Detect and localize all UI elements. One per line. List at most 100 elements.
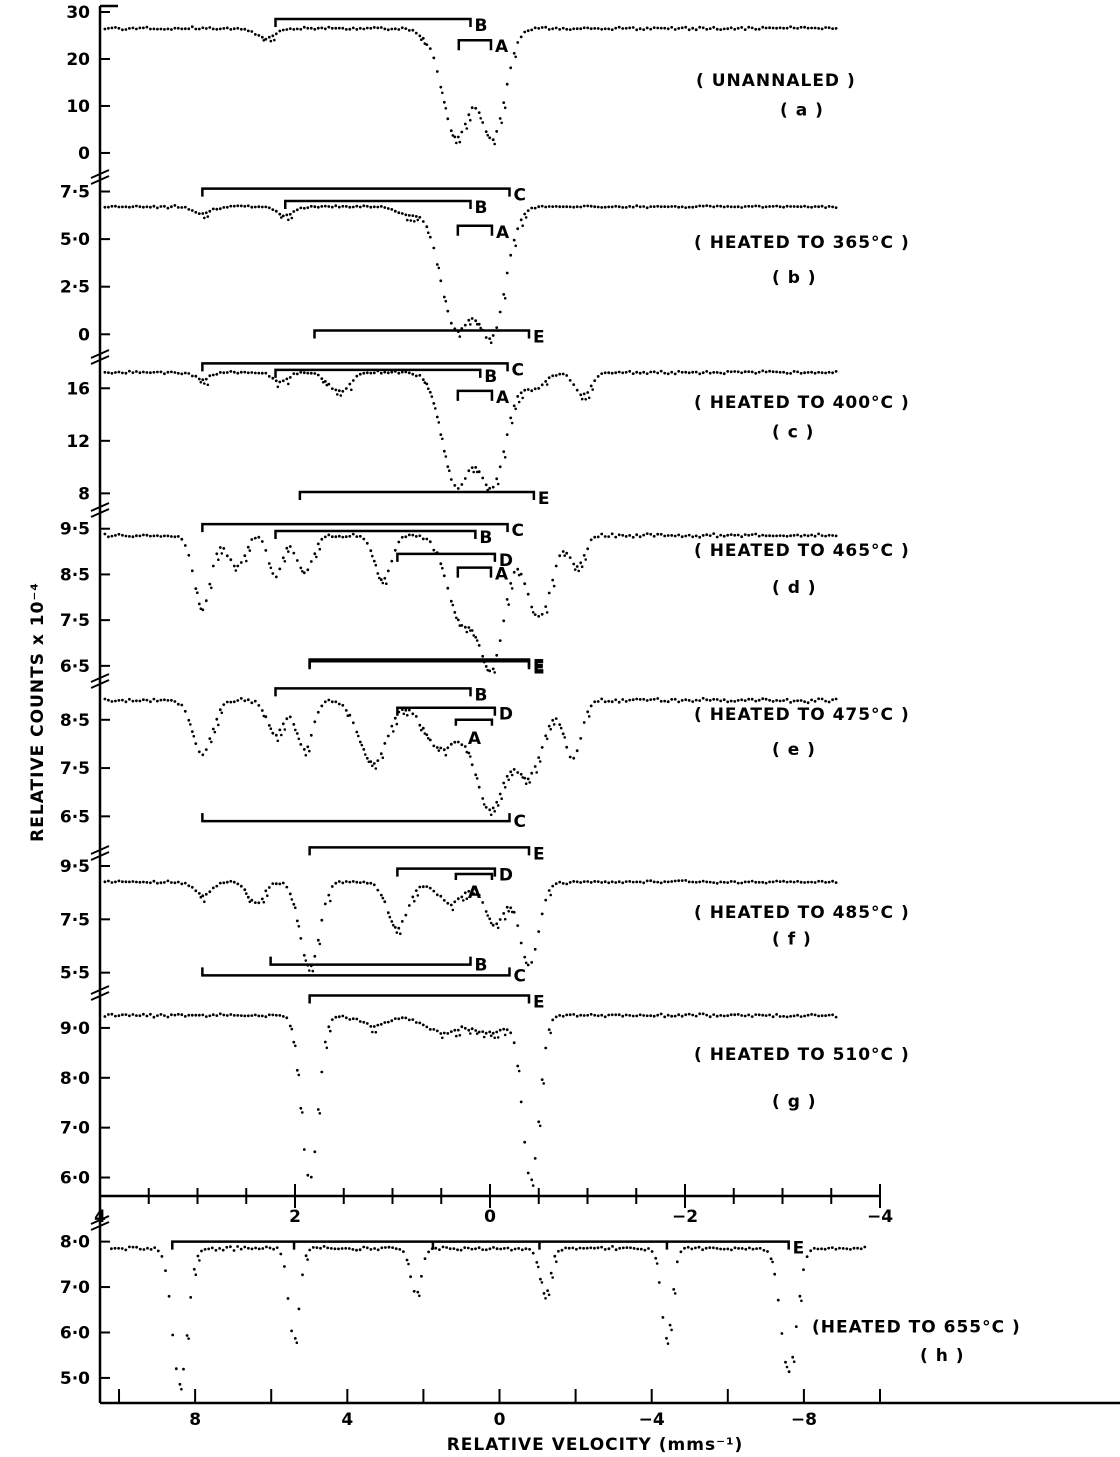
data-point <box>400 26 404 30</box>
data-point <box>523 955 527 959</box>
data-point <box>519 35 523 39</box>
data-point <box>805 1255 809 1258</box>
data-point <box>467 626 471 629</box>
data-point <box>194 1013 198 1017</box>
data-point <box>743 28 747 31</box>
data-point <box>802 1268 805 1272</box>
data-point <box>736 1013 740 1016</box>
data-point <box>421 537 425 541</box>
data-point <box>173 371 177 374</box>
data-point <box>453 484 457 487</box>
data-point <box>287 382 290 386</box>
data-point <box>540 383 544 387</box>
data-point <box>176 702 180 706</box>
bracket-line <box>456 224 494 236</box>
data-point <box>114 534 117 537</box>
data-point <box>451 908 455 912</box>
data-point <box>369 205 373 209</box>
data-point <box>561 732 565 736</box>
data-point <box>470 763 474 767</box>
data-point <box>582 26 586 30</box>
data-point <box>250 701 254 705</box>
data-point <box>649 370 653 374</box>
data-point <box>751 1247 755 1251</box>
data-point <box>719 1014 723 1017</box>
data-point <box>575 27 579 31</box>
data-point <box>824 881 827 884</box>
data-point <box>768 1013 771 1017</box>
data-point <box>292 210 296 213</box>
data-point <box>565 27 569 31</box>
data-point <box>666 534 670 537</box>
data-point <box>726 881 730 884</box>
data-point <box>145 205 149 209</box>
data-point <box>817 370 820 374</box>
data-point <box>386 28 390 32</box>
data-point <box>351 1017 355 1021</box>
bracket-line <box>396 867 497 877</box>
bracket-B: B <box>274 16 487 36</box>
data-point <box>428 540 432 544</box>
data-point <box>559 726 563 730</box>
data-point <box>208 26 212 29</box>
data-point <box>117 879 121 883</box>
data-point <box>538 760 542 763</box>
data-point <box>397 28 401 31</box>
data-point <box>246 545 250 549</box>
data-point <box>582 1014 586 1017</box>
data-point <box>561 26 565 30</box>
data-point <box>407 1018 411 1022</box>
data-point <box>593 880 597 883</box>
data-point <box>740 881 744 885</box>
data-point <box>758 1246 762 1250</box>
data-point <box>114 204 117 208</box>
data-point <box>110 1012 114 1016</box>
data-point <box>383 576 387 580</box>
data-point <box>271 572 275 575</box>
data-point <box>316 710 320 714</box>
data-point <box>442 748 446 752</box>
data-point <box>204 892 208 896</box>
data-point <box>554 1015 558 1019</box>
data-point <box>810 880 813 884</box>
data-point <box>729 370 733 374</box>
plot-frame <box>98 4 118 1403</box>
data-point <box>295 732 299 735</box>
data-point <box>778 370 782 374</box>
data-point <box>582 554 586 557</box>
data-point <box>803 881 806 884</box>
data-point <box>362 27 366 31</box>
data-point <box>625 1246 629 1249</box>
data-point <box>348 382 352 386</box>
data-point <box>771 1260 774 1264</box>
data-point <box>572 383 576 386</box>
data-point <box>474 1029 478 1032</box>
data-point <box>386 569 390 573</box>
data-point <box>489 813 493 817</box>
data-point <box>294 1044 297 1048</box>
data-point <box>197 377 201 381</box>
data-point <box>467 751 471 755</box>
data-point <box>686 1245 690 1249</box>
data-point <box>798 1294 802 1298</box>
data-point <box>135 27 138 31</box>
data-point <box>652 880 656 884</box>
data-point <box>782 205 785 209</box>
data-point <box>260 371 264 375</box>
y-tick-label: 12 <box>66 432 90 452</box>
data-point <box>704 1246 708 1250</box>
data-point <box>463 122 467 126</box>
data-point <box>792 1014 796 1018</box>
data-point <box>792 699 796 703</box>
data-point <box>491 334 495 337</box>
data-point <box>659 26 663 30</box>
data-point <box>694 880 698 884</box>
data-point <box>747 204 751 208</box>
data-point <box>771 205 775 208</box>
data-point <box>117 699 121 702</box>
data-point <box>726 27 730 31</box>
data-point <box>393 548 397 552</box>
data-point <box>442 449 446 453</box>
data-point <box>593 1246 596 1250</box>
